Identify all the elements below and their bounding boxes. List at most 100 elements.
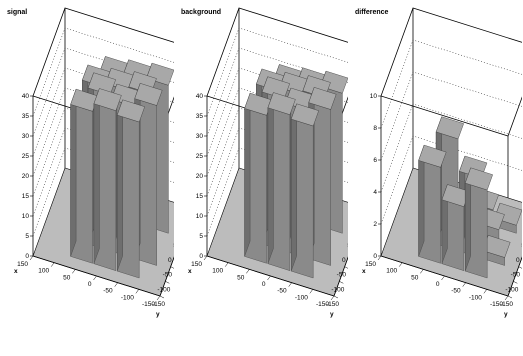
- grid-line: [206, 147, 348, 237]
- y-tick-label: 50: [521, 242, 522, 249]
- y-tick-mark: [339, 281, 344, 284]
- x-tick-label: 50: [411, 274, 419, 281]
- bar-top-face: [93, 88, 122, 111]
- z-tick-label: 35: [196, 113, 204, 120]
- x-tick-label: 50: [237, 274, 245, 281]
- x-tick-label: 150: [365, 261, 376, 268]
- x-tick-label: 100: [386, 268, 397, 275]
- bar: [70, 88, 99, 264]
- bar-top-face: [464, 167, 493, 191]
- x-tick-label: -50: [451, 288, 461, 295]
- grid-line: [32, 127, 174, 217]
- z-tick-label: 25: [196, 153, 204, 160]
- bar: [267, 92, 296, 271]
- x-tick-label: -150: [490, 301, 503, 308]
- bar-side-face: [116, 99, 123, 272]
- bar-top-face: [418, 144, 447, 168]
- x-tick-mark: [309, 289, 314, 294]
- y-tick-mark: [333, 295, 339, 299]
- y-axis-name: y: [504, 311, 508, 318]
- bar-side-face: [244, 93, 251, 257]
- grid-line: [206, 47, 348, 137]
- z-tick-label: 5: [25, 233, 29, 240]
- bar-side-face: [70, 89, 77, 257]
- z-tick-label: 35: [22, 113, 30, 120]
- grid-line: [32, 27, 174, 117]
- grid-line: [206, 127, 348, 217]
- x-tick-label: 0: [262, 281, 266, 288]
- y-tick-mark: [344, 266, 348, 269]
- chart-panel-signal: signal 0 5 10 15 20 25 30 35 40 150 100 50 0 -50 -100 -…: [0, 0, 174, 356]
- x-tick-mark: [156, 295, 161, 301]
- bar-top-face: [134, 83, 163, 106]
- z-tick-label: 4: [373, 189, 377, 196]
- chart-panel-background: background 0 5 10 15 20 25 30 35 40 150 100 50 0 -50 -…: [174, 0, 348, 356]
- x-tick-label: 150: [191, 261, 202, 268]
- bar-top-face: [290, 103, 319, 127]
- y-tick-label: -100: [157, 286, 170, 293]
- x-tick-mark: [267, 275, 271, 281]
- x-tick-label: -150: [142, 301, 155, 308]
- grid-line: [206, 67, 348, 157]
- grid-line: [32, 47, 174, 137]
- y-tick-label: -100: [331, 286, 344, 293]
- x-tick-label: -100: [295, 294, 308, 301]
- x-tick-label: 150: [17, 261, 28, 268]
- x-tick-label: -100: [469, 294, 482, 301]
- y-tick-mark: [170, 266, 174, 269]
- bar: [418, 144, 447, 264]
- y-tick-label: 0: [342, 257, 346, 264]
- bar: [93, 88, 122, 271]
- chart-title: signal: [7, 9, 28, 16]
- y-tick-mark: [518, 266, 522, 269]
- grid-line: [32, 87, 174, 177]
- x-tick-mark: [29, 255, 34, 261]
- lego-chart: 0 2 4 6 8 10 150 100 50 0 -50 -100 -150-150 -100 -50 0 5…: [362, 7, 522, 318]
- x-tick-mark: [135, 289, 140, 294]
- grid-line: [380, 39, 522, 129]
- z-tick-label: 0: [199, 253, 203, 260]
- x-tick-label: 0: [88, 281, 92, 288]
- z-tick-label: 15: [196, 193, 204, 200]
- y-tick-label: -50: [163, 272, 173, 279]
- bar-top-face: [435, 116, 464, 140]
- x-axis-name: x: [188, 268, 192, 275]
- x-tick-label: -50: [103, 288, 113, 295]
- x-tick-mark: [504, 295, 509, 301]
- grid-line: [380, 71, 522, 161]
- z-tick-label: 6: [373, 157, 377, 164]
- chart-title: difference: [355, 9, 389, 16]
- z-tick-label: 10: [196, 213, 204, 220]
- z-tick-label: 2: [373, 221, 377, 228]
- x-axis-name: x: [362, 268, 366, 275]
- top-frame: [380, 7, 522, 137]
- lego-chart: 0 5 10 15 20 25 30 35 40 150 100 50 0 -50 -100 -150-150…: [14, 7, 174, 318]
- z-tick-label: 0: [373, 253, 377, 260]
- y-tick-label: -150: [326, 301, 339, 308]
- grid-line: [380, 103, 522, 193]
- bar-side-face: [93, 88, 100, 264]
- y-axis-name: y: [330, 311, 334, 318]
- z-tick-label: 5: [199, 233, 203, 240]
- y-tick-label: 0: [168, 257, 172, 264]
- x-tick-mark: [224, 262, 229, 267]
- chart-title: background: [181, 9, 222, 16]
- x-tick-mark: [441, 275, 445, 281]
- x-tick-mark: [50, 262, 55, 267]
- x-tick-mark: [377, 255, 382, 261]
- z-tick-label: 30: [196, 133, 204, 140]
- bar-top-face: [116, 99, 145, 123]
- y-axis-name: y: [156, 311, 160, 318]
- grid-line: [380, 135, 522, 225]
- lego-chart: 0 5 10 15 20 25 30 35 40 150 100 50 0 -50 -100 -150-150…: [188, 7, 348, 318]
- z-tick-label: 10: [22, 213, 30, 220]
- x-axis-name: x: [14, 268, 18, 275]
- bar: [290, 103, 319, 279]
- z-tick-label: 0: [25, 253, 29, 260]
- x-tick-mark: [72, 269, 76, 274]
- z-tick-label: 40: [196, 93, 204, 100]
- grid-line: [206, 87, 348, 177]
- bar-side-face: [290, 103, 297, 272]
- y-tick-mark: [159, 295, 165, 299]
- y-tick-label: -100: [505, 286, 518, 293]
